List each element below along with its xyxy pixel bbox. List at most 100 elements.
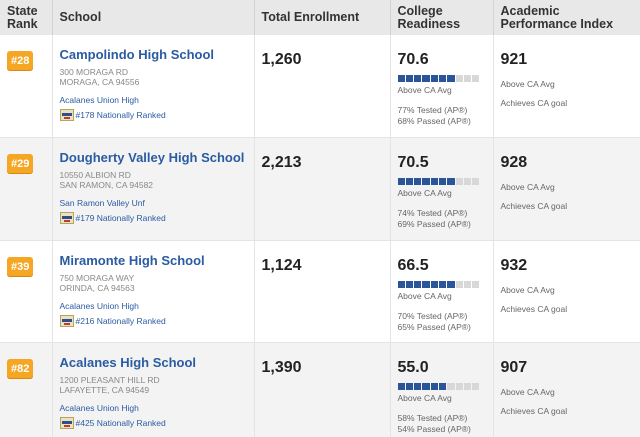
best-badge-icon bbox=[59, 109, 74, 121]
api-goal: Achieves CA goal bbox=[500, 98, 568, 108]
college-readiness-avg: Above CA Avg bbox=[397, 290, 452, 301]
enrollment-cell: 1,124 bbox=[253, 240, 390, 342]
bar-segment bbox=[447, 280, 455, 288]
bar-segment bbox=[405, 382, 414, 390]
school-address-line1: 10550 ALBION RD bbox=[59, 169, 131, 180]
ap-tested: 77% Tested (AP®) bbox=[397, 105, 468, 115]
enrollment-cell: 1,260 bbox=[253, 35, 390, 137]
rank-badge: #28 bbox=[7, 51, 34, 71]
table-row: #28 Campolindo High School 300 MORAGA RD… bbox=[0, 35, 640, 137]
bar-segment bbox=[463, 382, 472, 390]
bar-segment bbox=[397, 75, 405, 82]
college-readiness-value: 66.5 bbox=[397, 256, 429, 274]
ap-tested: 70% Tested (AP®) bbox=[397, 310, 468, 321]
header-academic-performance-index[interactable]: Academic Performance Index bbox=[492, 0, 640, 35]
bar-segment bbox=[397, 177, 405, 185]
bar-segment bbox=[414, 75, 422, 82]
rank-badge: #82 bbox=[7, 358, 34, 379]
bar-segment bbox=[447, 382, 455, 390]
national-rank-link[interactable]: #178 Nationally Ranked bbox=[75, 110, 166, 120]
college-readiness-avg: Above CA Avg bbox=[397, 187, 452, 198]
bar-segment bbox=[438, 75, 447, 82]
rank-cell: #82 bbox=[0, 342, 52, 437]
school-address-line2: LAFAYETTE, CA 94549 bbox=[59, 384, 150, 395]
header-row: State Rank School Total Enrollment Colle… bbox=[0, 0, 640, 35]
bar-segment bbox=[438, 280, 447, 288]
bar-segment bbox=[405, 280, 414, 288]
school-name-link[interactable]: Dougherty Valley High School bbox=[59, 149, 245, 165]
bar-segment bbox=[414, 280, 422, 288]
bar-segment bbox=[455, 382, 463, 390]
school-name-link[interactable]: Campolindo High School bbox=[59, 47, 215, 62]
school-address-line1: 300 MORAGA RD bbox=[59, 67, 129, 77]
college-readiness-cell: 55.0 Above CA Avg 58% Tested (AP®) 54% P… bbox=[389, 342, 493, 437]
header-school[interactable]: School bbox=[51, 0, 254, 35]
bar-segment bbox=[472, 280, 480, 288]
bar-segment bbox=[447, 75, 455, 82]
bar-segment bbox=[422, 177, 430, 185]
api-value: 921 bbox=[500, 51, 528, 68]
header-state-rank[interactable]: State Rank bbox=[0, 0, 52, 35]
bar-segment bbox=[438, 177, 447, 185]
api-value: 932 bbox=[500, 256, 528, 274]
bar-segment bbox=[397, 280, 405, 288]
district-link[interactable]: Acalanes Union High bbox=[59, 95, 139, 105]
bar-segment bbox=[405, 75, 414, 82]
table-row: #29 Dougherty Valley High School 10550 A… bbox=[0, 137, 640, 240]
enrollment-cell: 2,213 bbox=[253, 137, 390, 240]
api-cell: 921 Above CA Avg Achieves CA goal bbox=[492, 35, 640, 137]
national-rank: #179 Nationally Ranked bbox=[59, 211, 247, 224]
ap-passed: 68% Passed (AP®) bbox=[397, 116, 471, 126]
best-badge-icon bbox=[59, 314, 74, 327]
api-avg: Above CA Avg bbox=[500, 284, 555, 295]
bar-segment bbox=[397, 382, 405, 390]
api-goal: Achieves CA goal bbox=[500, 303, 568, 314]
district-link[interactable]: Acalanes Union High bbox=[59, 402, 139, 413]
school-name-link[interactable]: Miramonte High School bbox=[59, 252, 205, 268]
rank-badge: #29 bbox=[7, 153, 34, 174]
college-readiness-value: 70.6 bbox=[397, 51, 429, 68]
school-address-line1: 750 MORAGA WAY bbox=[59, 272, 135, 283]
college-readiness-value: 55.0 bbox=[397, 358, 429, 376]
ap-passed: 65% Passed (AP®) bbox=[397, 321, 471, 332]
api-avg: Above CA Avg bbox=[500, 386, 555, 397]
header-total-enrollment[interactable]: Total Enrollment bbox=[253, 0, 390, 35]
api-value: 928 bbox=[500, 153, 528, 171]
district-link[interactable]: San Ramon Valley Unf bbox=[59, 197, 145, 208]
bar-segment bbox=[414, 382, 422, 390]
enrollment-cell: 1,390 bbox=[253, 342, 390, 437]
api-goal: Achieves CA goal bbox=[500, 200, 568, 211]
college-readiness-avg: Above CA Avg bbox=[397, 85, 452, 95]
header-college-readiness[interactable]: College Readiness bbox=[389, 0, 493, 35]
enrollment-value: 1,124 bbox=[261, 256, 302, 274]
ap-passed: 69% Passed (AP®) bbox=[397, 218, 471, 229]
college-readiness-value: 70.5 bbox=[397, 153, 429, 171]
bar-segment bbox=[447, 177, 455, 185]
ap-tested: 58% Tested (AP®) bbox=[397, 412, 468, 423]
bar-segment bbox=[430, 75, 438, 82]
bar-segment bbox=[430, 177, 438, 185]
district-link[interactable]: Acalanes Union High bbox=[59, 300, 139, 311]
college-readiness-bar bbox=[397, 382, 480, 390]
bar-segment bbox=[422, 280, 430, 288]
national-rank-link[interactable]: #179 Nationally Ranked bbox=[75, 212, 166, 223]
bar-segment bbox=[422, 75, 430, 82]
rank-cell: #28 bbox=[0, 35, 52, 137]
bar-segment bbox=[472, 177, 480, 185]
api-cell: 928 Above CA Avg Achieves CA goal bbox=[492, 137, 640, 240]
bar-segment bbox=[422, 382, 430, 390]
enrollment-value: 2,213 bbox=[261, 153, 302, 171]
college-readiness-bar bbox=[397, 177, 480, 185]
national-rank-link[interactable]: #216 Nationally Ranked bbox=[75, 315, 166, 326]
bar-segment bbox=[472, 382, 480, 390]
bar-segment bbox=[472, 75, 480, 82]
bar-segment bbox=[405, 177, 414, 185]
ap-tested: 74% Tested (AP®) bbox=[397, 207, 468, 218]
national-rank-link[interactable]: #425 Nationally Ranked bbox=[75, 417, 166, 428]
school-address-line1: 1200 PLEASANT HILL RD bbox=[59, 374, 160, 385]
college-readiness-cell: 70.5 Above CA Avg 74% Tested (AP®) 69% P… bbox=[389, 137, 493, 240]
bar-segment bbox=[463, 280, 472, 288]
school-name-link[interactable]: Acalanes High School bbox=[59, 354, 197, 370]
ap-passed: 54% Passed (AP®) bbox=[397, 423, 471, 434]
